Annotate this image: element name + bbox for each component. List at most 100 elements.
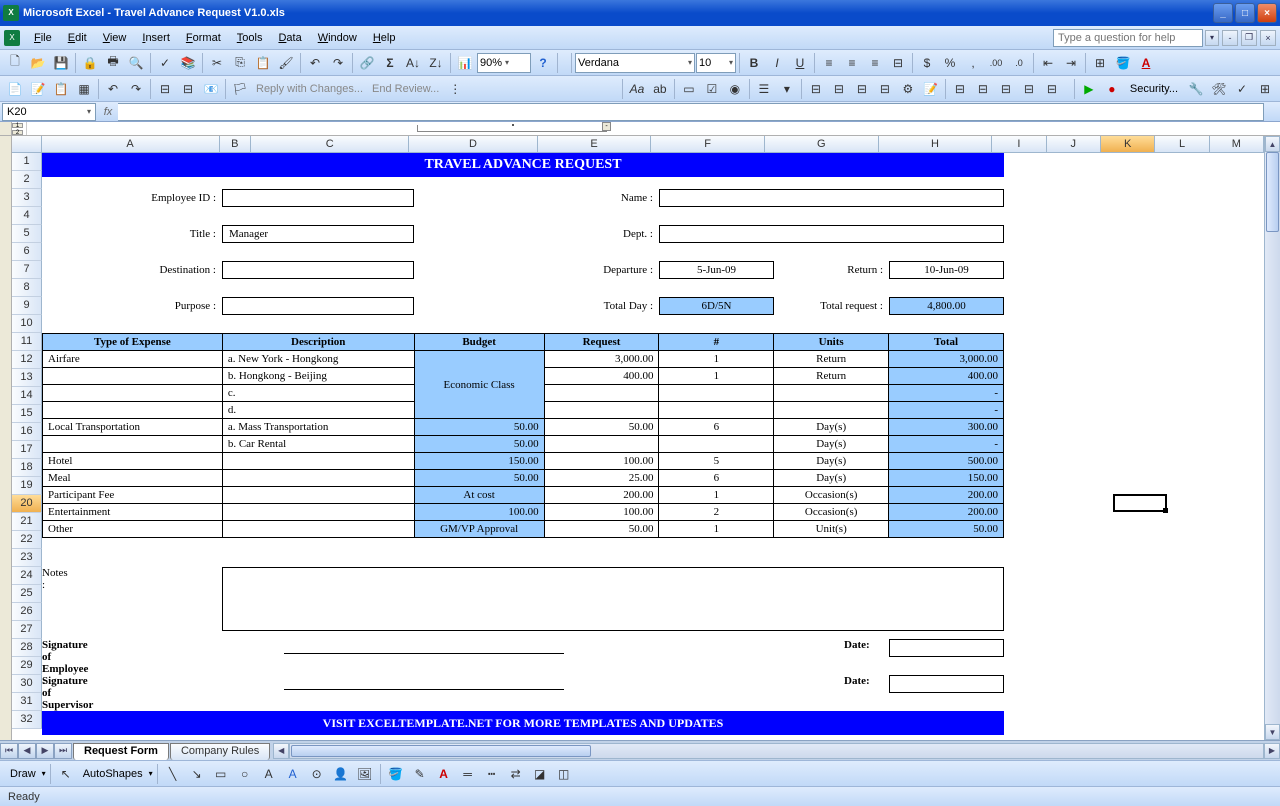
hscroll-right-button[interactable]: ▶ <box>1264 743 1280 759</box>
doc-restore-button[interactable]: ❐ <box>1241 30 1257 46</box>
hscroll-left-button[interactable]: ◀ <box>273 743 289 759</box>
outline-collapse[interactable]: - <box>602 122 611 131</box>
row-header-15[interactable]: 15 <box>12 405 42 423</box>
open-icon[interactable]: 📂 <box>27 52 49 74</box>
select-all-corner[interactable] <box>12 136 42 152</box>
rev3-icon[interactable]: 📋 <box>50 78 72 100</box>
col-header-B[interactable]: B <box>220 136 252 152</box>
row-header-29[interactable]: 29 <box>12 657 42 675</box>
tab-first-button[interactable]: ⏮ <box>0 743 18 759</box>
help-search-input[interactable] <box>1053 29 1203 47</box>
3d-icon[interactable]: ◫ <box>553 763 575 785</box>
dec-indent-icon[interactable]: ⇤ <box>1037 52 1059 74</box>
menu-data[interactable]: Data <box>270 29 309 47</box>
arrowstyle-icon[interactable]: ⇄ <box>505 763 527 785</box>
autosum-icon[interactable]: Σ <box>379 52 401 74</box>
form-group-icon[interactable]: ▭ <box>678 78 700 100</box>
dashstyle-icon[interactable]: ┅ <box>481 763 503 785</box>
font-combo[interactable]: Verdana▾ <box>575 53 695 73</box>
save-icon[interactable]: 💾 <box>50 52 72 74</box>
form-img-icon[interactable]: ⊟ <box>874 78 896 100</box>
form-prop-icon[interactable]: ⚙ <box>897 78 919 100</box>
picture-icon[interactable]: 🖼 <box>354 763 376 785</box>
diagram-icon[interactable]: ⊙ <box>306 763 328 785</box>
paste-icon[interactable]: 📋 <box>252 52 274 74</box>
comma-icon[interactable]: , <box>962 52 984 74</box>
merge-icon[interactable]: ⊟ <box>887 52 909 74</box>
help-dropdown[interactable]: ▾ <box>1205 30 1219 46</box>
sec3-icon[interactable]: ✓ <box>1231 78 1253 100</box>
menu-format[interactable]: Format <box>178 29 229 47</box>
sec2-icon[interactable]: 🛠 <box>1208 78 1230 100</box>
row-header-17[interactable]: 17 <box>12 441 42 459</box>
row-header-18[interactable]: 18 <box>12 459 42 477</box>
italic-icon[interactable]: I <box>766 52 788 74</box>
macro-play-icon[interactable]: ▶ <box>1078 78 1100 100</box>
menu-insert[interactable]: Insert <box>134 29 178 47</box>
preview-icon[interactable]: 🔍 <box>125 52 147 74</box>
form-x3-icon[interactable]: ⊟ <box>995 78 1017 100</box>
tab-prev-button[interactable]: ◀ <box>18 743 36 759</box>
col-header-K[interactable]: K <box>1101 136 1155 152</box>
sec1-icon[interactable]: 🔧 <box>1185 78 1207 100</box>
cells-area[interactable]: TRAVEL ADVANCE REQUEST Employee ID : Nam… <box>42 153 1264 729</box>
fill-color-icon[interactable]: 🪣 <box>1112 52 1134 74</box>
row-header-9[interactable]: 9 <box>12 297 42 315</box>
fontsize-combo[interactable]: 10▾ <box>696 53 736 73</box>
fontcolor2-icon[interactable]: A <box>433 763 455 785</box>
row-header-28[interactable]: 28 <box>12 639 42 657</box>
col-header-M[interactable]: M <box>1210 136 1264 152</box>
form-aa-icon[interactable]: Aa <box>626 78 648 100</box>
row-header-31[interactable]: 31 <box>12 693 42 711</box>
inc-decimal-icon[interactable]: .00 <box>985 52 1007 74</box>
currency-icon[interactable]: $ <box>916 52 938 74</box>
wordart-icon[interactable]: A <box>282 763 304 785</box>
chart-icon[interactable]: 📊 <box>454 52 476 74</box>
arrow-icon[interactable]: ↘ <box>186 763 208 785</box>
form-x2-icon[interactable]: ⊟ <box>972 78 994 100</box>
textbox-icon[interactable]: A <box>258 763 280 785</box>
flag-icon[interactable]: 🏳 <box>229 78 251 100</box>
dec-decimal-icon[interactable]: .0 <box>1008 52 1030 74</box>
app-icon[interactable]: X <box>4 30 20 46</box>
rev-dropIcon[interactable]: ⋮ <box>444 78 466 100</box>
help-icon[interactable]: ? <box>532 52 554 74</box>
draw-menu[interactable]: Draw <box>6 768 40 780</box>
rev4-icon[interactable]: ▦ <box>73 78 95 100</box>
row-header-26[interactable]: 26 <box>12 603 42 621</box>
col-header-E[interactable]: E <box>538 136 652 152</box>
row-header-32[interactable]: 32 <box>12 711 42 729</box>
line-icon[interactable]: ╲ <box>162 763 184 785</box>
row-header-13[interactable]: 13 <box>12 369 42 387</box>
form-spin-icon[interactable]: ⊟ <box>828 78 850 100</box>
row-header-4[interactable]: 4 <box>12 207 42 225</box>
row-header-20[interactable]: 20 <box>12 495 42 513</box>
rev6-icon[interactable]: ↷ <box>125 78 147 100</box>
zoom-combo[interactable]: 90%▾ <box>477 53 531 73</box>
col-header-F[interactable]: F <box>651 136 765 152</box>
rev8-icon[interactable]: ⊟ <box>177 78 199 100</box>
col-header-C[interactable]: C <box>251 136 409 152</box>
form-combo-icon[interactable]: ▾ <box>776 78 798 100</box>
row-header-19[interactable]: 19 <box>12 477 42 495</box>
doc-close-button[interactable]: × <box>1260 30 1276 46</box>
shadow-icon[interactable]: ◪ <box>529 763 551 785</box>
research-icon[interactable]: 📚 <box>177 52 199 74</box>
row-header-11[interactable]: 11 <box>12 333 42 351</box>
sheet-tab-request-form[interactable]: Request Form <box>73 743 169 760</box>
row-header-12[interactable]: 12 <box>12 351 42 369</box>
minimize-button[interactable]: _ <box>1213 3 1233 23</box>
rev9-icon[interactable]: 📧 <box>200 78 222 100</box>
row-header-23[interactable]: 23 <box>12 549 42 567</box>
col-header-L[interactable]: L <box>1155 136 1209 152</box>
macro-rec-icon[interactable]: ● <box>1101 78 1123 100</box>
col-header-H[interactable]: H <box>879 136 993 152</box>
fx-button[interactable]: fx <box>98 103 118 121</box>
row-header-27[interactable]: 27 <box>12 621 42 639</box>
scroll-up-button[interactable]: ▲ <box>1265 136 1280 152</box>
rev5-icon[interactable]: ↶ <box>102 78 124 100</box>
hyperlink-icon[interactable]: 🔗 <box>356 52 378 74</box>
outline-2[interactable]: 2 <box>12 130 23 135</box>
notes-box[interactable] <box>222 567 1004 631</box>
oval-icon[interactable]: ○ <box>234 763 256 785</box>
